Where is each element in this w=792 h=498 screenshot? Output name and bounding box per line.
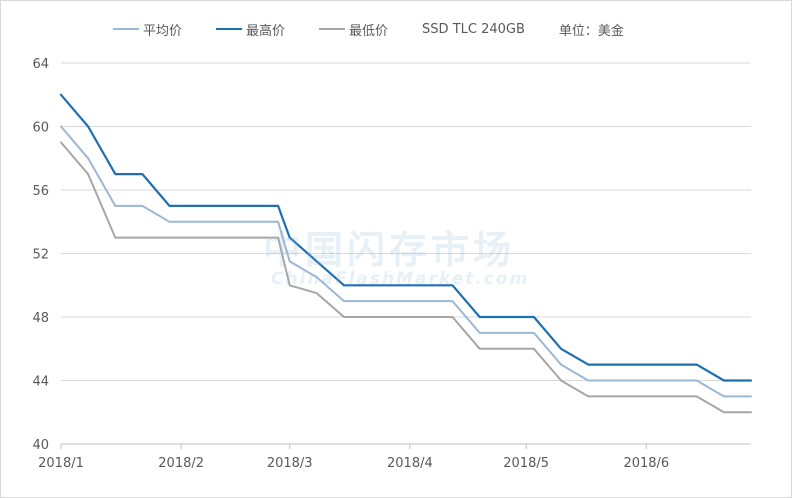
y-tick-label: 48 — [32, 311, 49, 326]
series-line-average — [60, 125, 752, 398]
x-tick-label: 2018/5 — [503, 456, 549, 471]
legend-item-lowest: 最低价 — [319, 20, 388, 39]
x-tick-label: 2018/1 — [38, 456, 84, 471]
y-tick-label: 40 — [32, 438, 49, 453]
x-tick-label: 2018/3 — [267, 456, 313, 471]
y-tick-label: 52 — [32, 248, 49, 263]
legend-item-highest: 最高价 — [216, 20, 285, 39]
legend-product: SSD TLC 240GB — [422, 22, 525, 37]
legend-label-highest: 最高价 — [246, 23, 286, 39]
series-line-lowest — [60, 141, 752, 414]
x-tick-label: 2018/2 — [158, 456, 204, 471]
legend-label-average: 平均价 — [143, 23, 183, 39]
legend-swatch-lowest — [319, 28, 346, 30]
x-tick-label: 2018/6 — [623, 456, 669, 471]
y-tick-label: 56 — [32, 184, 49, 199]
legend-swatch-highest — [216, 28, 243, 30]
legend-unit: 单位：美金 — [559, 20, 624, 39]
legend-unit-label: 单位：美金 — [558, 23, 624, 39]
y-tick-label: 64 — [32, 57, 49, 72]
watermark-sub: ChinaFlashMarket.com — [271, 269, 530, 289]
x-tick-label: 2018/4 — [387, 456, 433, 471]
y-tick-label: 60 — [32, 121, 49, 136]
legend-product-label: SSD TLC 240GB — [422, 21, 525, 37]
legend-swatch-average — [113, 28, 139, 30]
y-tick-label: 44 — [32, 375, 49, 390]
legend-label-lowest: 最低价 — [349, 23, 389, 39]
legend: 平均价 最高价 最低价 SSD TLC 240GB 单位：美金 — [113, 19, 658, 39]
legend-item-average: 平均价 — [113, 20, 182, 39]
series-line-highest — [59, 93, 753, 382]
watermark-main: 中国闪存市场 — [263, 228, 516, 272]
